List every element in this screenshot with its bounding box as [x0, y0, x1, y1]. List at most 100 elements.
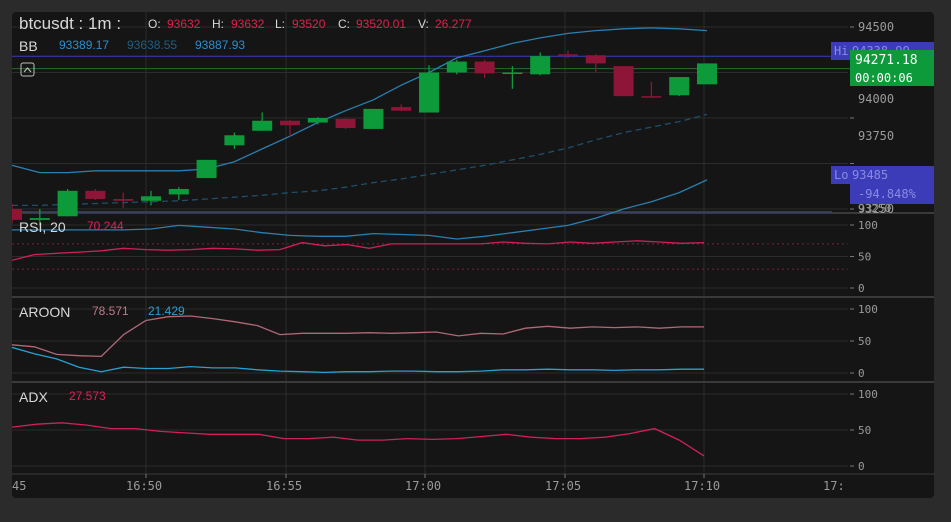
- candle: [446, 59, 467, 75]
- candle-body: [141, 196, 161, 201]
- symbol-title: btcusdt : 1m :: [19, 14, 121, 33]
- time-label: 17:: [823, 479, 845, 493]
- indicator-tick-label: 100: [858, 219, 878, 232]
- aroon-pane[interactable]: [12, 315, 704, 374]
- candle-body: [474, 61, 495, 74]
- time-axis[interactable]: 45 16:50 16:55 17:00 17:05 17:10 17:: [12, 479, 845, 493]
- low-value: 93520: [292, 17, 326, 31]
- time-label: 17:10: [684, 479, 720, 493]
- candle: [280, 119, 300, 137]
- aroon-label: AROON: [19, 304, 70, 320]
- bb-label: BB: [19, 38, 38, 54]
- price-tick-label: 93250: [858, 202, 894, 216]
- bb-upper-value: 93389.17: [59, 38, 109, 52]
- candle-body: [29, 218, 50, 220]
- candle: [697, 63, 717, 85]
- lo-change-value: -94.848%: [858, 187, 917, 201]
- indicator-tick-label: 50: [858, 335, 871, 348]
- candle-body: [168, 188, 189, 195]
- candle: [168, 187, 189, 200]
- volume-label: V:: [418, 17, 429, 31]
- bb-upper-line: [12, 27, 708, 174]
- candle-body: [530, 56, 551, 75]
- candle: [391, 104, 412, 111]
- rsi-pane[interactable]: [12, 240, 848, 270]
- candle: [141, 190, 161, 206]
- indicator-tick-label: 0: [858, 460, 865, 473]
- volume-value: 26.277: [435, 17, 472, 31]
- candle-body: [363, 108, 384, 129]
- candle-body: [697, 63, 717, 85]
- candle-body: [307, 118, 328, 123]
- close-value: 93520.01: [356, 17, 406, 31]
- candle: [12, 203, 22, 224]
- candle-body: [446, 61, 467, 73]
- trading-chart[interactable]: 0 50 100 0 50 100 0 50 100 btcusdt : 1m : O: 936…: [12, 12, 934, 498]
- time-label: 16:50: [126, 479, 162, 493]
- bb-lower-value: 93887.93: [195, 38, 245, 52]
- price-pane[interactable]: [12, 27, 850, 240]
- last-price-value: 94271.18: [855, 53, 918, 68]
- bb-middle-value: 93638.55: [127, 38, 177, 52]
- countdown-value: 00:00:06: [855, 71, 913, 85]
- candle-body: [641, 96, 662, 98]
- candle: [113, 192, 134, 209]
- adx-pane[interactable]: [12, 422, 705, 457]
- candle-body: [85, 190, 106, 199]
- candle: [57, 188, 78, 217]
- indicator-tick-label: 50: [858, 424, 871, 437]
- adx-value: 27.573: [69, 389, 106, 403]
- price-scale[interactable]: 94500 94000 93750 93250: [858, 20, 894, 216]
- low-label: L:: [275, 17, 285, 31]
- candle-body: [502, 72, 523, 74]
- candle: [85, 188, 106, 200]
- candle: [419, 65, 439, 113]
- bb-middle-line: [12, 113, 708, 207]
- indicator-tick-label: 100: [858, 303, 878, 316]
- price-tick-label: 94500: [858, 20, 894, 34]
- candle: [363, 108, 384, 129]
- candle: [307, 117, 328, 125]
- candle: [585, 54, 606, 73]
- candle: [224, 132, 245, 149]
- indicator-tick-label: 0: [858, 282, 865, 295]
- candle-body: [57, 190, 78, 217]
- candle: [530, 52, 551, 76]
- last-price-marker: 94271.18 00:00:06: [850, 50, 934, 86]
- lo-price-marker: Lo 93485 -94.848%: [831, 166, 934, 204]
- chart-grid: [12, 12, 934, 475]
- adx-label: ADX: [19, 389, 48, 405]
- candle: [335, 118, 356, 129]
- candle: [558, 50, 578, 58]
- candle-body: [391, 107, 412, 111]
- indicator-line: [12, 346, 704, 374]
- time-label: 17:05: [545, 479, 581, 493]
- rsi-value: 70.244: [87, 219, 124, 233]
- candle-body: [669, 77, 690, 96]
- lo-label: Lo: [834, 168, 848, 182]
- price-tick-label-bottom: 93250: [858, 202, 891, 215]
- time-label: 17:00: [405, 479, 441, 493]
- candle: [502, 66, 523, 89]
- hi-label: Hi: [834, 44, 848, 58]
- indicator-tick-label: 0: [858, 367, 865, 380]
- high-value: 93632: [231, 17, 265, 31]
- bb-lower-line: [12, 179, 708, 240]
- candle-body: [585, 55, 606, 64]
- price-tick-label: 94000: [858, 92, 894, 106]
- lo-value: 93485: [852, 168, 888, 182]
- candle: [29, 209, 50, 226]
- candle: [196, 159, 217, 179]
- candle-body: [224, 135, 245, 146]
- time-label: 16:55: [266, 479, 302, 493]
- aroon-up-value: 78.571: [92, 304, 129, 318]
- candle-body: [196, 159, 217, 179]
- rsi-label: RSI, 20: [19, 219, 66, 235]
- price-tick-label: 93750: [858, 129, 894, 143]
- candle-body: [558, 54, 578, 56]
- candle-body: [252, 120, 273, 131]
- indicator-tick-label: 100: [858, 388, 878, 401]
- chart-frame[interactable]: 0 50 100 0 50 100 0 50 100 btcusdt : 1m : O: 936…: [12, 12, 934, 498]
- collapse-icon[interactable]: [20, 62, 35, 77]
- candle: [669, 77, 690, 97]
